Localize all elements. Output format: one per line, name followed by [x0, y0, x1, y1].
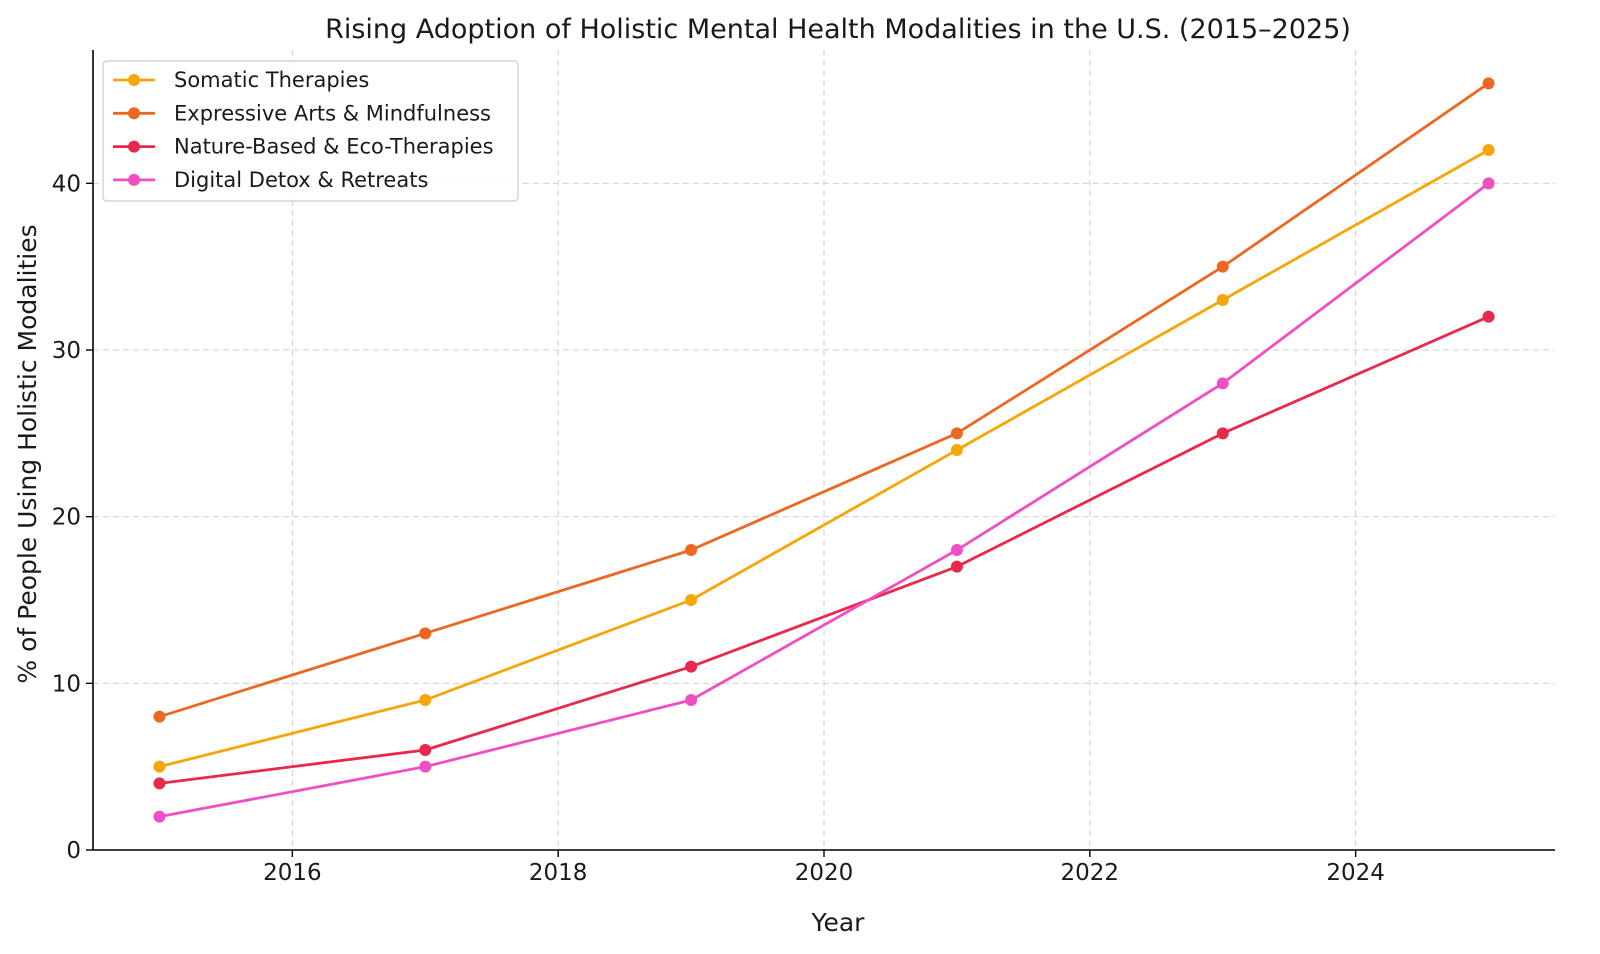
data-point: [419, 744, 432, 756]
series-3: [153, 310, 1495, 790]
legend-label: Expressive Arts & Mindfulness: [174, 101, 491, 125]
data-point: [1216, 294, 1229, 306]
x-tick-label: 2016: [263, 860, 322, 886]
legend-item: Digital Detox & Retreats: [113, 168, 428, 192]
y-tick-label: 30: [52, 338, 81, 364]
data-point: [685, 594, 698, 606]
series-2: [153, 77, 1495, 723]
legend-label: Nature-Based & Eco-Therapies: [174, 135, 494, 159]
data-point: [419, 694, 432, 706]
x-tick-label: 2022: [1061, 860, 1120, 886]
data-point: [1216, 377, 1229, 390]
series-line: [159, 315, 1490, 785]
series-1: [153, 144, 1495, 773]
legend-label: Digital Detox & Retreats: [174, 168, 428, 192]
series-line: [159, 148, 1490, 769]
data-point: [950, 544, 963, 556]
legend-box: [102, 60, 519, 202]
series-4: [153, 177, 1495, 823]
legend-marker: [128, 140, 140, 153]
legend-marker: [128, 107, 140, 120]
legend-label: Somatic Therapies: [174, 68, 369, 92]
data-point: [1216, 260, 1229, 273]
x-tick-label: 2020: [795, 860, 854, 886]
legend-item: Nature-Based & Eco-Therapies: [113, 135, 494, 159]
x-tick-label: 2024: [1326, 860, 1385, 886]
series-line: [159, 182, 1490, 819]
data-point: [1482, 177, 1495, 190]
data-point: [950, 560, 963, 573]
series-line: [159, 82, 1490, 719]
y-tick-label: 40: [52, 171, 81, 197]
data-point: [1482, 310, 1495, 323]
data-point: [1482, 77, 1495, 90]
data-point: [153, 777, 166, 790]
data-point: [1216, 427, 1229, 440]
data-point: [1482, 144, 1495, 156]
x-axis-label: Year: [811, 908, 866, 937]
chart-title: Rising Adoption of Holistic Mental Healt…: [325, 14, 1351, 45]
legend-item: Expressive Arts & Mindfulness: [113, 101, 491, 125]
legend-marker: [128, 173, 140, 186]
data-point: [950, 444, 963, 456]
y-axis-label: % of People Using Holistic Modalities: [13, 224, 42, 683]
x-tick-label: 2018: [529, 860, 588, 886]
data-point: [419, 627, 432, 640]
data-point: [419, 760, 432, 773]
data-point: [950, 427, 963, 440]
legend-marker: [128, 74, 140, 86]
axes: 2016 2018 2020 2022 2024 0 10 20 30 40: [52, 50, 1555, 886]
y-tick-label: 0: [66, 838, 81, 864]
series-lines: [153, 77, 1495, 823]
data-point: [685, 694, 698, 706]
legend-item: Somatic Therapies: [113, 68, 369, 92]
y-tick-label: 20: [52, 505, 81, 531]
legend: Somatic Therapies Expressive Arts & Mindf…: [102, 60, 519, 202]
data-point: [153, 710, 166, 723]
data-point: [153, 810, 166, 823]
data-point: [153, 760, 166, 773]
data-point: [685, 544, 698, 556]
data-point: [685, 660, 698, 673]
y-tick-label: 10: [52, 671, 81, 697]
